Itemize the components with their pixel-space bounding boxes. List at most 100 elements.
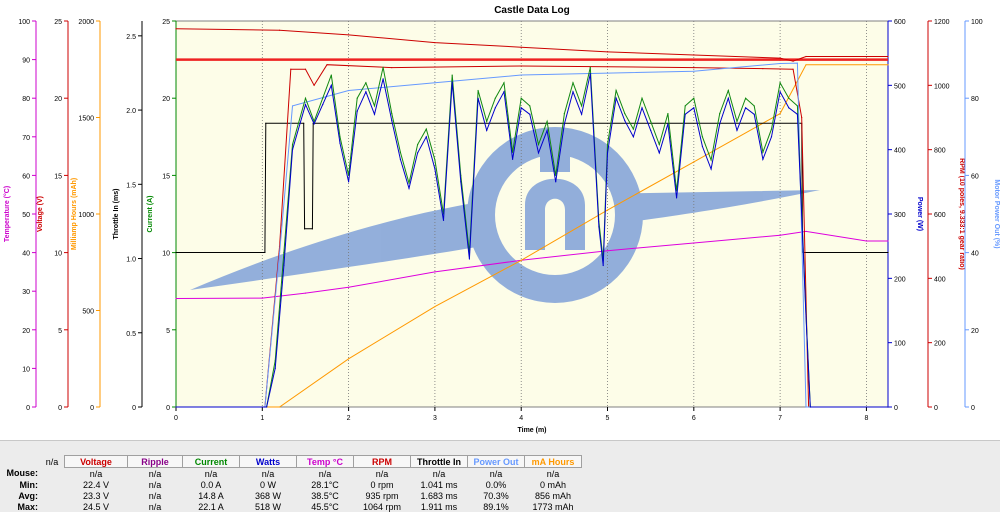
current-tick-label: 10 [162, 251, 170, 258]
data-point-temp-c [693, 242, 695, 244]
power-tick-label: 200 [894, 276, 906, 283]
x-tick-label: 3 [433, 415, 437, 422]
mah-tick-label: 500 [82, 309, 94, 316]
x-tick-label: 8 [864, 415, 868, 422]
data-point-current [417, 143, 419, 146]
temperature-tick-label: 60 [22, 173, 30, 180]
data-point-watts [762, 158, 764, 160]
power-tick-label: 0 [894, 405, 898, 412]
x-tick-label: 5 [606, 415, 610, 422]
data-point-current [408, 182, 410, 184]
data-point-current [322, 97, 324, 99]
data-point-throttle-in [303, 122, 305, 124]
stats-header-ripple[interactable]: Ripple [127, 455, 183, 468]
x-tick-label: 1 [260, 415, 264, 422]
data-point-watts [529, 113, 531, 115]
stats-row-avg: Avg: 23.3 V n/a 14.8 A 368 W 38.5°C 935 rpm 1.6… [0, 490, 582, 501]
data-point-current [753, 105, 755, 107]
data-point-temp-c [606, 250, 609, 252]
stats-header-voltage[interactable]: Voltage [64, 455, 128, 468]
throttle-tick-label: 1.0 [126, 257, 136, 264]
data-point-watts [641, 107, 643, 109]
data-point-watts [650, 129, 652, 131]
data-point-power-out [693, 70, 695, 72]
stats-header-watts[interactable]: Watts [239, 455, 297, 468]
data-point-current [330, 74, 332, 76]
data-point-power-out [291, 105, 294, 107]
stats-header-power-out[interactable]: Power Out [467, 455, 525, 468]
series-line-ma-hours [176, 64, 888, 408]
rpm-tick-label: 1000 [934, 83, 950, 90]
data-point-temp-c [865, 240, 868, 242]
stats-header-rpm[interactable]: RPM [353, 455, 411, 468]
data-point-voltage [520, 46, 522, 48]
data-point-temp-c [304, 292, 307, 294]
data-point-current [313, 120, 315, 122]
stats-cell: n/a [375, 468, 389, 479]
stats-cell: 0.0% [485, 479, 507, 490]
stats-cell: n/a [148, 479, 162, 490]
current-tick-label: 20 [162, 96, 170, 103]
data-point-power-out [805, 406, 807, 408]
data-point-watts [546, 129, 548, 131]
data-point-watts [719, 123, 721, 125]
data-point-watts [658, 152, 660, 154]
data-point-watts [373, 113, 376, 115]
data-point-watts [451, 81, 453, 83]
stats-cell: 518 W [254, 501, 281, 512]
stats-header-ma-hours[interactable]: mA Hours [524, 455, 582, 468]
temperature-tick-label: 50 [22, 212, 30, 219]
data-point-watts [667, 123, 669, 125]
data-point-watts [313, 123, 315, 125]
data-point-power-out [434, 82, 436, 84]
data-point-watts [399, 158, 401, 160]
voltage-tick-label: 10 [54, 251, 62, 258]
throttle-tick-label: 2.0 [126, 108, 136, 115]
data-point-watts [537, 152, 540, 154]
data-point-watts [727, 97, 729, 99]
data-point-current [529, 105, 531, 107]
data-point-voltage [792, 60, 794, 62]
data-point-watts [494, 107, 496, 109]
temperature-tick-label: 10 [22, 366, 30, 373]
rpm-tick-label: 200 [934, 341, 946, 348]
stats-cell: 22.1 A [198, 501, 224, 512]
data-point-temp-c [779, 234, 781, 236]
series-watts [175, 73, 889, 408]
stats-row-label: Mouse: [6, 468, 39, 479]
data-point-ma-hours [434, 306, 436, 308]
data-point-voltage [805, 55, 807, 58]
data-point-current [563, 113, 565, 115]
temperature-tick-label: 40 [22, 251, 30, 258]
throttle-tick-label: 2.5 [126, 34, 136, 41]
stats-cell: 1.911 ms [420, 501, 458, 512]
stats-cell: 28.1°C [311, 479, 339, 490]
data-point-current [615, 89, 617, 92]
stats-header-current[interactable]: Current [182, 455, 240, 468]
temperature-tick-label: 90 [22, 58, 30, 65]
data-point-current [745, 97, 747, 99]
data-point-watts [391, 120, 393, 122]
power-tick-label: 500 [894, 83, 906, 90]
data-point-rpm [326, 64, 328, 66]
data-point-current [770, 128, 773, 130]
current-tick-label: 5 [166, 328, 170, 335]
data-point-throttle-in [311, 228, 313, 230]
data-point-watts [330, 84, 332, 86]
stats-header-throttle-in[interactable]: Throttle In [410, 455, 468, 468]
data-point-temp-c [434, 271, 436, 273]
data-point-current [572, 82, 574, 84]
data-point-watts [796, 113, 798, 115]
stats-header-temp-c[interactable]: Temp °C [296, 455, 354, 468]
data-point-ma-hours [693, 161, 695, 163]
rpm-tick-label: 600 [934, 212, 946, 219]
stats-cell: 1064 rpm [362, 501, 402, 512]
data-point-current [606, 143, 609, 146]
data-point-watts [477, 97, 479, 99]
stats-header-n-a[interactable]: n/a [45, 456, 59, 467]
data-point-voltage [348, 34, 350, 36]
stats-row-label: Min: [19, 479, 39, 490]
powerout-tick-label: 20 [971, 328, 979, 335]
data-point-watts [520, 107, 522, 109]
data-point-watts [511, 158, 514, 160]
